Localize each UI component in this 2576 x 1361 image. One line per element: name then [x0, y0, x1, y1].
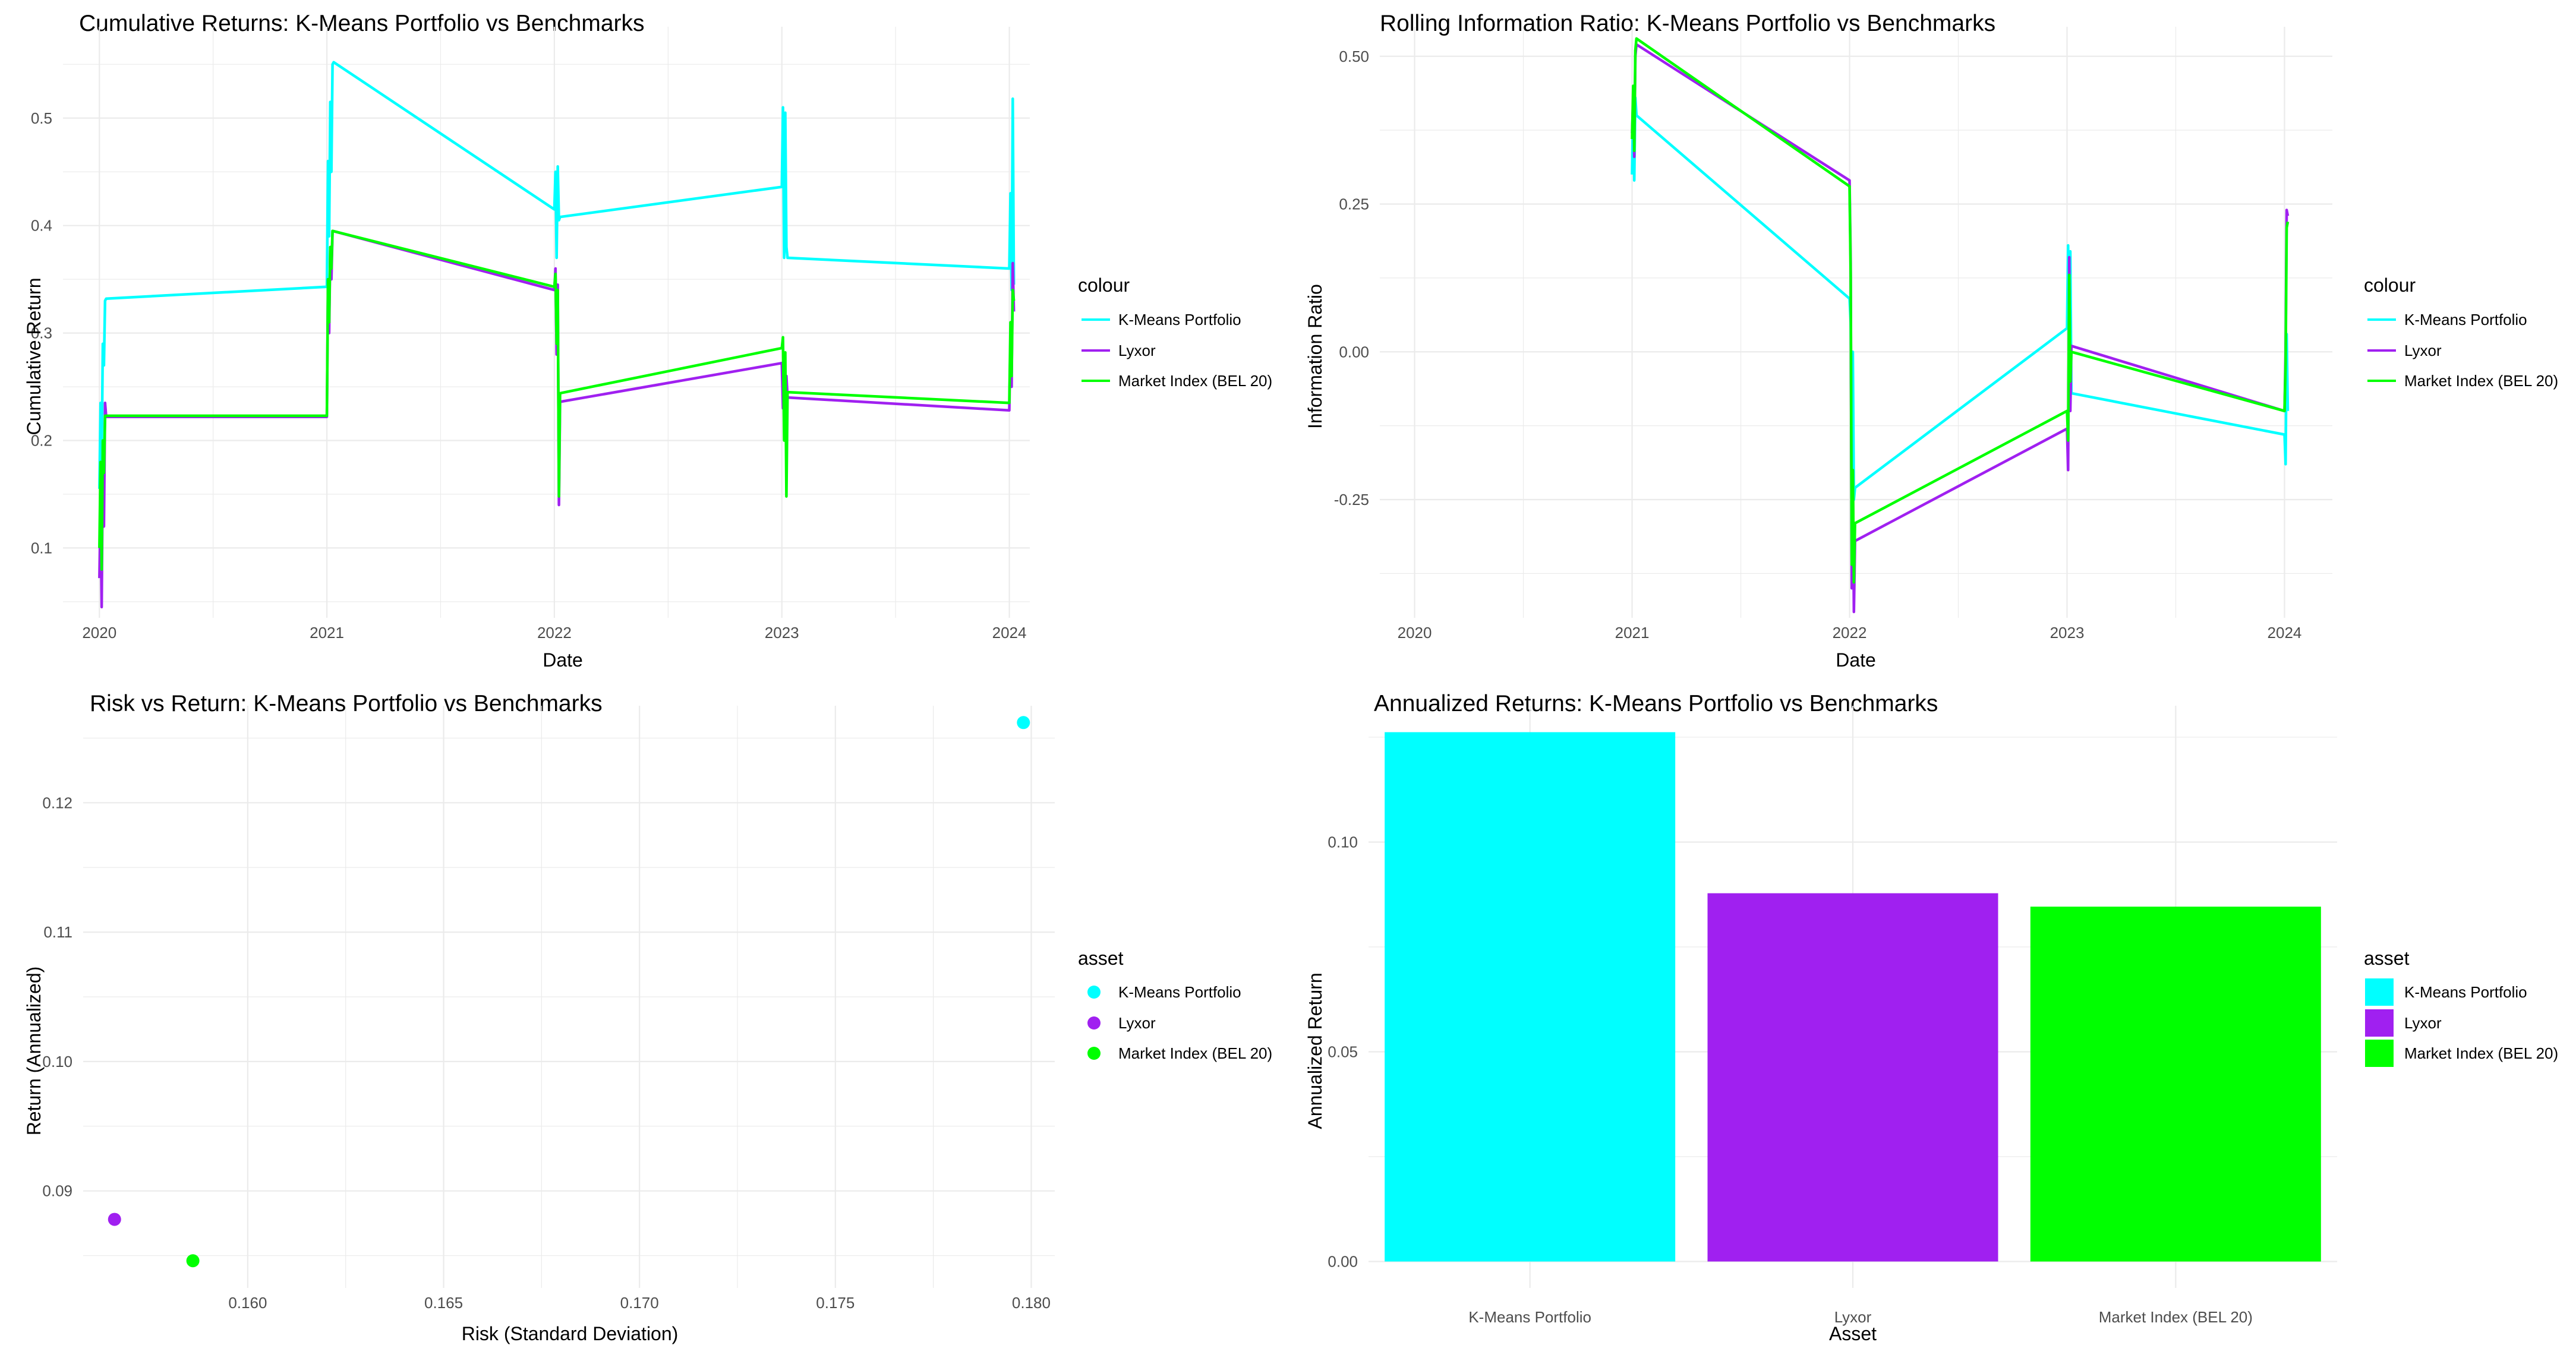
legend-label-bel20: Market Index (BEL 20)	[1118, 372, 1272, 390]
legend-key-lyxor	[2365, 1009, 2394, 1037]
x-tick-label: Market Index (BEL 20)	[2099, 1308, 2253, 1326]
cumulative-returns-chart: Cumulative Returns: K-Means Portfolio vs…	[23, 11, 1272, 671]
legend: colour K-Means Portfolio Lyxor Market In…	[1078, 274, 1272, 390]
x-axis-title: Risk (Standard Deviation)	[462, 1323, 679, 1344]
x-tick-label: 2023	[2050, 624, 2085, 642]
y-tick-label: 0.00	[1328, 1253, 1358, 1271]
x-tick-label: 2024	[992, 624, 1027, 642]
y-tick-label: 0.05	[1328, 1043, 1358, 1060]
y-axis-title: Return (Annualized)	[23, 967, 45, 1136]
series-line-kmeans	[1631, 90, 2290, 501]
y-tick-label: 0.2	[31, 432, 52, 450]
legend-label-kmeans: K-Means Portfolio	[2404, 311, 2527, 329]
annualized-returns-chart: Annualized Returns: K-Means Portfolio vs…	[1304, 691, 2558, 1344]
x-tick-label: Lyxor	[1834, 1308, 1872, 1326]
y-axis-title: Annualized Return	[1304, 972, 1326, 1129]
legend-title: asset	[1078, 948, 1124, 969]
y-tick-label: 0.4	[31, 217, 52, 235]
x-axis-title: Asset	[1829, 1323, 1877, 1344]
series-line-kmeans	[98, 61, 1016, 489]
x-tick-label: K-Means Portfolio	[1468, 1308, 1591, 1326]
y-tick-label: 0.00	[1339, 343, 1369, 361]
legend-label-kmeans: K-Means Portfolio	[1118, 983, 1241, 1001]
bar-bel20	[2030, 907, 2321, 1262]
risk-return-chart: Risk vs Return: K-Means Portfolio vs Ben…	[23, 691, 1272, 1344]
y-tick-label: 0.11	[43, 923, 72, 941]
plot-area: -0.25 0.00 0.25 0.50 2020 2021 2022 2023 2024	[1334, 27, 2332, 642]
y-tick-label: 0.10	[42, 1053, 72, 1071]
x-tick-label: 2021	[1615, 624, 1650, 642]
legend-label-kmeans: K-Means Portfolio	[2404, 983, 2527, 1001]
x-tick-label: 2020	[1398, 624, 1432, 642]
legend-label-lyxor: Lyxor	[1118, 342, 1156, 359]
legend-key-kmeans	[2365, 978, 2394, 1006]
y-tick-label: 0.1	[31, 539, 52, 557]
legend: colour K-Means Portfolio Lyxor Market In…	[2364, 274, 2558, 390]
legend-label-lyxor: Lyxor	[1118, 1014, 1156, 1032]
point-lyxor	[108, 1212, 121, 1226]
legend-title: colour	[2364, 274, 2416, 296]
point-kmeans	[1017, 716, 1030, 730]
legend-title: asset	[2364, 948, 2410, 969]
gridlines	[63, 27, 1030, 618]
x-tick-label: 2020	[82, 624, 116, 642]
x-tick-label: 0.160	[228, 1294, 267, 1312]
series-line-lyxor	[1631, 43, 2290, 614]
chart-title: Annualized Returns: K-Means Portfolio vs…	[1374, 691, 1938, 716]
legend-label-lyxor: Lyxor	[2404, 342, 2442, 359]
x-axis-title: Date	[543, 649, 583, 671]
cumulative-returns-panel: Cumulative Returns: K-Means Portfolio vs…	[0, 0, 1288, 679]
information-ratio-panel: Rolling Information Ratio: K-Means Portf…	[1288, 0, 2576, 679]
series-line-bel20	[98, 229, 1016, 571]
legend: asset K-Means Portfolio Lyxor Market Ind…	[2364, 948, 2558, 1067]
x-tick-label: 0.170	[620, 1294, 659, 1312]
y-tick-label: 0.5	[31, 109, 52, 127]
chart-title: Cumulative Returns: K-Means Portfolio vs…	[79, 11, 645, 36]
plot-area: 0.00 0.05 0.10 K-Means Portfolio Lyxor Market…	[1328, 706, 2337, 1326]
annualized-returns-panel: Annualized Returns: K-Means Portfolio vs…	[1288, 679, 2576, 1358]
y-axis-title: Information Ratio	[1304, 284, 1326, 429]
plot-area: 0.1 0.2 0.3 0.4 0.5 2020 2021 2022 2023 2024	[31, 27, 1030, 642]
y-tick-label: 0.25	[1339, 195, 1369, 213]
legend-key-kmeans	[1087, 986, 1101, 999]
gridlines	[83, 706, 1055, 1288]
x-tick-label: 2022	[1833, 624, 1867, 642]
x-axis-title: Date	[1836, 649, 1876, 671]
y-tick-label: 0.3	[31, 324, 52, 342]
y-tick-label: -0.25	[1334, 491, 1369, 509]
legend-label-bel20: Market Index (BEL 20)	[2404, 372, 2558, 390]
point-bel20	[186, 1254, 200, 1268]
legend-title: colour	[1078, 274, 1130, 296]
legend-key-bel20	[2365, 1040, 2394, 1067]
x-tick-label: 2021	[310, 624, 344, 642]
y-tick-label: 0.50	[1339, 48, 1369, 65]
x-tick-label: 0.165	[424, 1294, 463, 1312]
legend-label-lyxor: Lyxor	[2404, 1014, 2442, 1032]
risk-return-panel: Risk vs Return: K-Means Portfolio vs Ben…	[0, 679, 1288, 1358]
x-tick-label: 2024	[2268, 624, 2302, 642]
x-tick-label: 2022	[537, 624, 572, 642]
legend-label-kmeans: K-Means Portfolio	[1118, 311, 1241, 329]
y-tick-label: 0.10	[1328, 833, 1358, 851]
y-axis-title: Cumulative Return	[23, 278, 45, 435]
x-tick-label: 0.175	[816, 1294, 855, 1312]
bar-lyxor	[1707, 893, 1998, 1262]
legend-label-bel20: Market Index (BEL 20)	[1118, 1044, 1272, 1062]
x-tick-label: 0.180	[1012, 1294, 1051, 1312]
legend: asset K-Means Portfolio Lyxor Market Ind…	[1078, 948, 1272, 1062]
y-tick-label: 0.12	[42, 794, 72, 811]
information-ratio-chart: Rolling Information Ratio: K-Means Portf…	[1304, 11, 2558, 671]
legend-label-bel20: Market Index (BEL 20)	[2404, 1044, 2558, 1062]
chart-title: Rolling Information Ratio: K-Means Portf…	[1380, 11, 1995, 36]
y-tick-label: 0.09	[42, 1182, 72, 1200]
x-tick-label: 2023	[765, 624, 799, 642]
series-line-bel20	[1631, 37, 2290, 584]
bar-kmeans	[1385, 732, 1676, 1262]
plot-area: 0.09 0.10 0.11 0.12 0.160 0.165 0.170 0.175 0.18…	[42, 706, 1055, 1312]
legend-key-bel20	[1087, 1047, 1101, 1060]
legend-key-lyxor	[1087, 1016, 1101, 1030]
